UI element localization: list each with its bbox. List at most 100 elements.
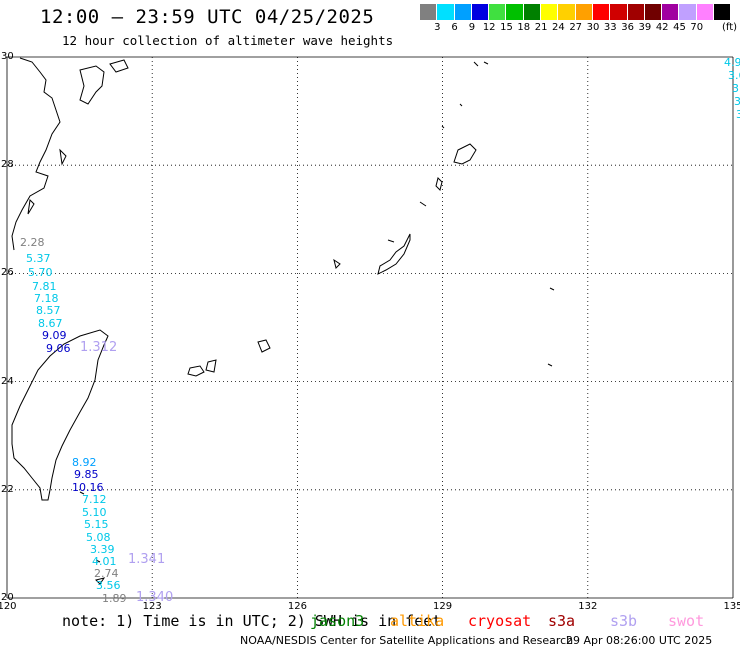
daito-islands — [547, 287, 555, 367]
wave-height-label: 4.01 — [92, 555, 117, 568]
coastline — [11, 57, 555, 585]
latitude-label: 30 — [1, 51, 14, 62]
wave-height-label: 9.06 — [46, 342, 71, 355]
longitude-label: 132 — [578, 601, 598, 612]
color-scale-tick: 21 — [534, 22, 548, 33]
wave-height-label: 5.08 — [86, 531, 111, 544]
color-scale-box — [714, 4, 732, 20]
color-scale-box — [575, 4, 593, 20]
wave-height-label: 5.15 — [84, 518, 109, 531]
longitude-label: 120 — [0, 601, 17, 612]
satellite-legend-jason3: jason3 — [310, 612, 365, 630]
color-scale-box — [471, 4, 490, 20]
satellite-legend-s3b: s3b — [610, 612, 638, 630]
wave-height-label: 1.312 — [80, 340, 118, 355]
page-title: 12:00 – 23:59 UTC 04/25/2025 — [40, 6, 375, 28]
okinawa-island — [377, 233, 411, 275]
color-scale-tick: 24 — [552, 22, 565, 33]
color-scale-box — [541, 4, 559, 20]
color-scale-box — [454, 4, 472, 20]
satellite-legend-altika: altika — [390, 612, 445, 630]
wave-height-label: 7.18 — [34, 292, 59, 305]
satellite-legend-cryosat: cryosat — [468, 612, 532, 630]
wave-height-label: 7.81 — [32, 280, 57, 293]
taiwan-island — [11, 329, 109, 501]
color-scale-box — [523, 4, 542, 20]
color-scale-tick: 6 — [451, 22, 458, 33]
china-coast-islands-1 — [79, 65, 105, 105]
wave-height-label: 5.10 — [82, 506, 107, 519]
color-scale-tick: 12 — [482, 22, 496, 33]
latitude-label: 20 — [1, 592, 14, 603]
color-scale-box — [610, 4, 628, 20]
color-scale-boxes — [420, 4, 732, 20]
map-gridlines — [6, 56, 734, 599]
kerama-islands — [333, 258, 341, 269]
wave-height-label: 1.340 — [136, 590, 174, 605]
wave-height-label: 8.92 — [72, 456, 97, 469]
color-scale-tick: 3 — [434, 22, 441, 33]
color-scale-ticks: 3 6 9 12 15 18 21 24 27 30 33 36 39 42 45 70 — [420, 22, 740, 36]
wave-height-label: 3. — [734, 95, 740, 108]
wave-height-label: 7.12 — [82, 493, 107, 506]
wave-height-label: 9.85 — [74, 468, 99, 481]
china-coast-islands-4 — [109, 59, 129, 73]
color-scale-tick: 9 — [468, 22, 476, 33]
china-coast-islands-2 — [59, 148, 67, 166]
color-scale-box — [662, 4, 680, 20]
wave-height-label: 9.09 — [42, 329, 67, 342]
tokuno-island — [435, 177, 443, 191]
latitude-label: 26 — [1, 267, 14, 279]
color-scale-box — [627, 4, 645, 20]
wave-height-label: 1.341 — [128, 552, 166, 567]
color-scale-box — [679, 4, 697, 20]
wave-height-label: 2.74 — [94, 567, 119, 580]
wave-height-label: 3.6 — [728, 69, 740, 82]
color-scale-tick: 42 — [655, 22, 669, 33]
color-scale-tick: 70 — [690, 22, 704, 33]
satellite-legend-swot: swot — [668, 612, 705, 630]
latitude-label: 22 — [1, 483, 14, 495]
footer-note: note: 1) Time is in UTC; 2) SWH is in fe… — [62, 612, 442, 630]
latitude-label: 28 — [1, 159, 14, 171]
amami-island — [453, 143, 477, 165]
color-scale-tick: 18 — [517, 22, 531, 33]
color-scale-box — [437, 4, 455, 20]
china-coast — [11, 57, 61, 251]
wave-height-label: 1.89 — [102, 592, 127, 605]
latitude-label: 24 — [1, 375, 14, 387]
wave-height-label: 8.67 — [38, 317, 63, 330]
color-scale-box — [644, 4, 663, 20]
color-scale-box — [558, 4, 576, 20]
color-scale-tick: 39 — [638, 22, 652, 33]
color-scale-box — [592, 4, 611, 20]
color-scale-tick: 33 — [603, 22, 617, 33]
color-scale-unit: (ft) — [722, 22, 738, 33]
ishigaki-island — [187, 365, 205, 377]
wave-height-label: 3 — [736, 108, 740, 121]
page-subtitle: 12 hour collection of altimeter wave hei… — [62, 33, 394, 48]
wave-height-color-scale: 3 6 9 12 15 18 21 24 27 30 33 36 39 42 45 70 (ft) — [420, 4, 740, 38]
color-scale-tick: 45 — [673, 22, 686, 33]
longitude-label: 135 — [723, 601, 740, 612]
china-coast-islands-3 — [27, 198, 35, 215]
wave-height-label: 5.37 — [26, 252, 51, 265]
batanes-islands — [79, 491, 106, 585]
wave-height-label: 5.70 — [28, 266, 53, 279]
wave-height-label: 3.39 — [90, 543, 115, 556]
wave-height-label: 2.28 — [20, 236, 45, 249]
wave-height-label: 8.57 — [36, 304, 61, 317]
wave-height-label: 4.9 — [724, 56, 740, 69]
longitude-label: 129 — [433, 601, 453, 612]
credit-text: NOAA/NESDIS Center for Satellite Applica… — [240, 634, 574, 647]
color-scale-box — [696, 4, 715, 20]
color-scale-tick: 30 — [586, 22, 600, 33]
northern-islets — [387, 61, 489, 243]
color-scale-box — [420, 4, 438, 20]
longitude-label: 123 — [142, 601, 162, 612]
credit-timestamp: 29 Apr 08:26:00 UTC 2025 — [566, 634, 713, 647]
color-scale-tick: 36 — [621, 22, 634, 33]
satellite-legend-s3a: s3a — [548, 612, 576, 630]
color-scale-box — [506, 4, 524, 20]
